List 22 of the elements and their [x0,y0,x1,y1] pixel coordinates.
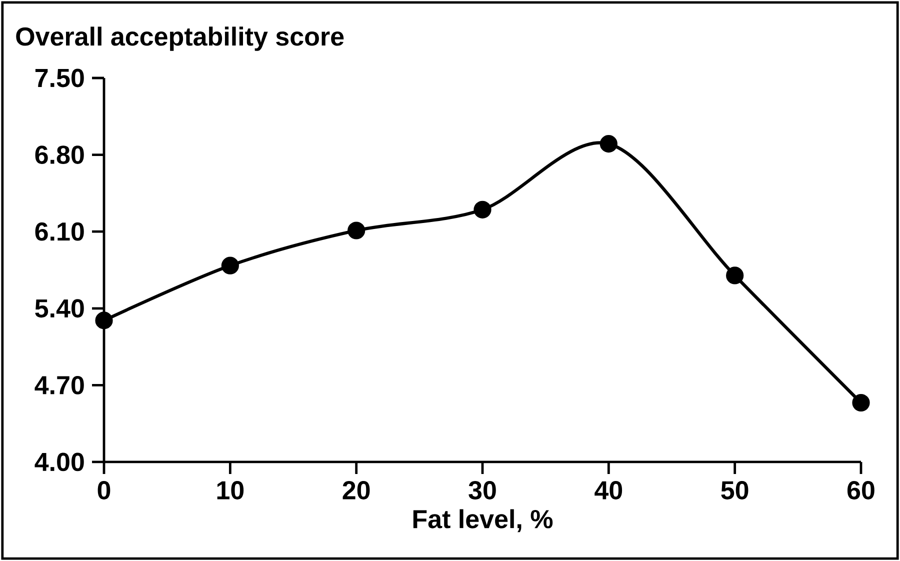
x-tick-label: 60 [847,481,874,500]
y-tick-label: 4.70 [34,376,84,394]
x-axis-title: Fat level, % [413,509,553,532]
y-tick-label: 7.50 [35,68,84,88]
x-tick-label: 10 [217,481,244,500]
x-tick-label: 0 [98,481,110,500]
x-tick-label: 30 [468,481,496,500]
x-tick-label: 20 [342,481,370,500]
y-tick-label: 6.10 [35,222,84,241]
y-tick-label: 6.80 [35,146,84,164]
point [348,222,366,240]
x-tick-label: 40 [594,481,622,500]
point [221,256,239,274]
point [600,135,618,153]
point [852,394,870,412]
point [474,200,492,218]
y-tick-label: 5.40 [35,299,84,318]
x-tick-label: 50 [721,481,748,500]
y-tick-label: 4.00 [34,452,84,472]
y-axis-title: Overall acceptability score [16,26,344,51]
point [726,266,744,284]
point [95,312,113,330]
